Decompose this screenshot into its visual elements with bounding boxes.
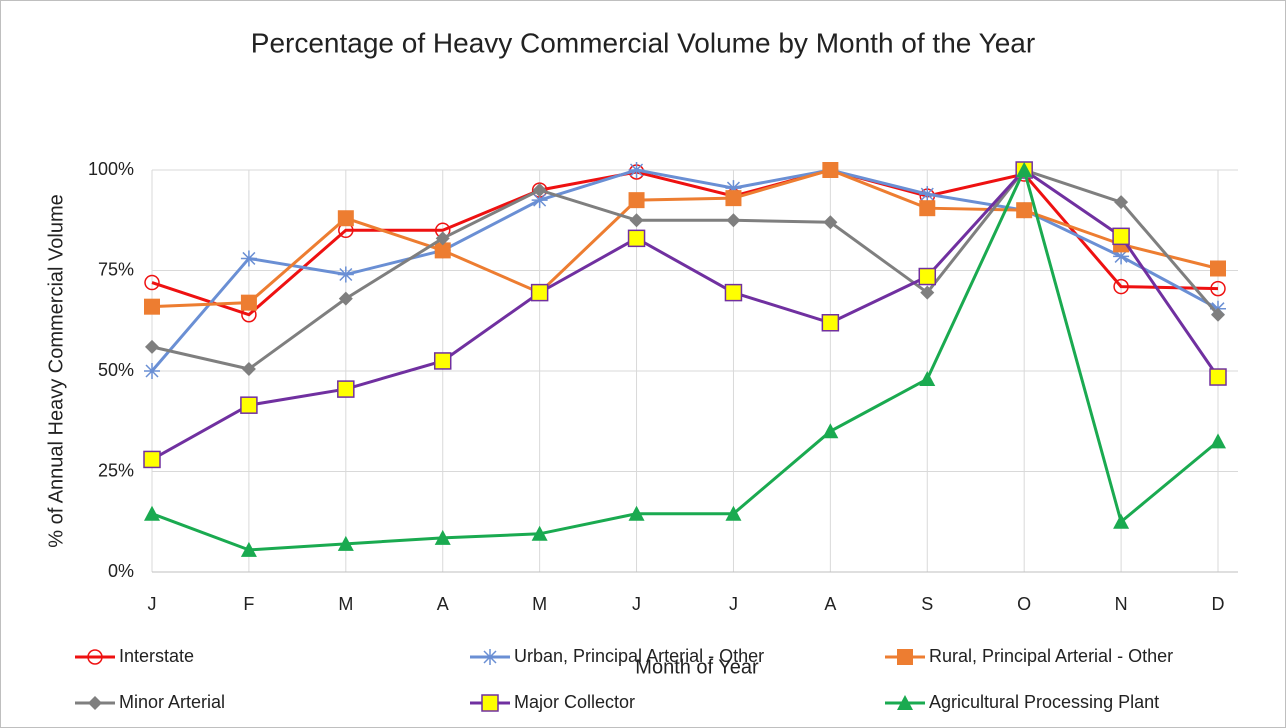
data-point bbox=[919, 371, 936, 387]
series-line bbox=[151, 168, 1220, 371]
data-point bbox=[435, 231, 450, 246]
data-point bbox=[240, 541, 257, 557]
data-point bbox=[724, 283, 743, 302]
data-point bbox=[918, 267, 937, 286]
data-point bbox=[240, 396, 258, 414]
data-point bbox=[337, 266, 354, 283]
data-point bbox=[433, 352, 452, 370]
data-point bbox=[532, 183, 547, 198]
legend-label: Interstate bbox=[119, 646, 194, 666]
data-point bbox=[919, 200, 936, 217]
legend-label: Urban, Principal Arterial - Other bbox=[514, 646, 764, 666]
data-point bbox=[531, 525, 548, 541]
x-axis-label: Month of Year bbox=[635, 656, 759, 678]
data-point bbox=[628, 505, 645, 521]
x-tick-label: O bbox=[1017, 594, 1031, 614]
data-point bbox=[1210, 433, 1226, 449]
data-point bbox=[627, 229, 646, 248]
data-point bbox=[338, 291, 353, 306]
data-point bbox=[821, 314, 840, 332]
legend-marker bbox=[481, 694, 499, 712]
x-tick-label: M bbox=[338, 594, 353, 614]
data-point bbox=[628, 162, 645, 178]
data-point bbox=[1210, 260, 1226, 277]
data-point bbox=[337, 380, 355, 398]
data-point bbox=[143, 450, 161, 469]
x-tick-label: S bbox=[921, 594, 933, 614]
data-point bbox=[726, 213, 741, 228]
legend-marker bbox=[87, 649, 103, 665]
data-point bbox=[822, 162, 839, 178]
y-tick-label: 50% bbox=[98, 360, 134, 380]
series-line bbox=[151, 168, 1219, 317]
y-tick-label: 0% bbox=[108, 561, 134, 581]
legend-marker bbox=[897, 649, 913, 665]
data-point bbox=[434, 529, 451, 545]
data-point bbox=[144, 363, 160, 379]
series-line bbox=[150, 168, 1219, 372]
data-point bbox=[240, 294, 257, 311]
x-tick-label: N bbox=[1115, 594, 1128, 614]
data-point bbox=[434, 242, 451, 259]
y-axis-label: % of Annual Heavy Commercial Volume bbox=[45, 194, 67, 548]
data-point bbox=[1016, 202, 1033, 219]
legend-label: Agricultural Processing Plant bbox=[929, 692, 1159, 712]
x-tick-label: A bbox=[437, 594, 449, 614]
legend-label: Minor Arterial bbox=[119, 692, 225, 712]
data-point bbox=[919, 186, 936, 203]
legend-label: Rural, Principal Arterial - Other bbox=[929, 646, 1173, 666]
data-point bbox=[1112, 227, 1130, 246]
legend-marker bbox=[88, 696, 102, 710]
data-point bbox=[145, 339, 159, 354]
data-point bbox=[725, 190, 742, 207]
y-tick-label: 100% bbox=[88, 159, 134, 179]
chart-title: Percentage of Heavy Commercial Volume by… bbox=[251, 27, 1035, 58]
data-point bbox=[1113, 248, 1130, 265]
data-point bbox=[144, 505, 160, 521]
data-point bbox=[725, 180, 742, 197]
legend-marker bbox=[482, 649, 498, 665]
data-point bbox=[530, 283, 549, 302]
y-tick-label: 25% bbox=[98, 460, 134, 480]
series-line bbox=[151, 165, 1219, 552]
data-point bbox=[823, 215, 838, 230]
data-point bbox=[144, 274, 160, 291]
legend-label: Major Collector bbox=[514, 692, 635, 712]
data-point bbox=[240, 250, 257, 267]
data-point bbox=[1016, 162, 1033, 177]
x-tick-label: F bbox=[243, 594, 254, 614]
x-tick-label: A bbox=[824, 594, 836, 614]
y-tick-label: 75% bbox=[98, 259, 134, 279]
data-point bbox=[241, 361, 256, 376]
x-tick-label: J bbox=[148, 594, 157, 614]
data-point bbox=[920, 285, 935, 300]
data-point bbox=[629, 213, 644, 228]
x-tick-label: J bbox=[632, 594, 641, 614]
data-point bbox=[1113, 513, 1130, 529]
data-point bbox=[337, 210, 354, 227]
data-point bbox=[1113, 278, 1129, 295]
data-point bbox=[1211, 307, 1225, 322]
data-point bbox=[337, 535, 354, 551]
data-point bbox=[725, 505, 742, 521]
data-point bbox=[144, 298, 160, 315]
data-point bbox=[531, 192, 548, 209]
x-tick-label: D bbox=[1212, 594, 1225, 614]
data-point bbox=[628, 192, 645, 209]
data-point bbox=[1114, 195, 1129, 210]
x-tick-label: J bbox=[729, 594, 738, 614]
data-point bbox=[1210, 280, 1226, 297]
data-point bbox=[1209, 368, 1227, 386]
data-point bbox=[822, 423, 839, 439]
series-line bbox=[151, 168, 1219, 309]
x-tick-label: M bbox=[532, 594, 547, 614]
series-line bbox=[151, 168, 1220, 461]
legend-marker bbox=[897, 695, 913, 710]
